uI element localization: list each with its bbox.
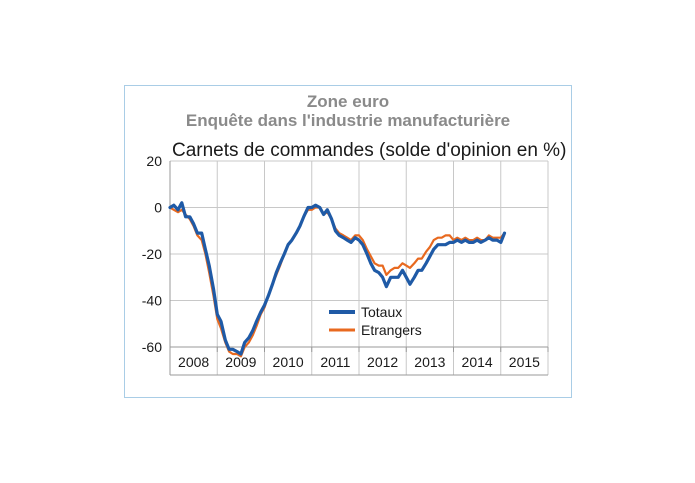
x-tick-labels: 2008 2009 2010 2011 2012 2013 2014 2015: [178, 354, 540, 370]
y-tick-label: -60: [142, 339, 162, 355]
x-tick-label: 2013: [414, 354, 445, 370]
x-tick-label: 2010: [273, 354, 304, 370]
y-tick-labels: 20 0 -20 -40 -60: [142, 153, 162, 355]
y-tick-label: -20: [142, 246, 162, 262]
x-tick-label: 2011: [320, 354, 350, 370]
series-lines: [168, 201, 507, 358]
legend-label-totaux: Totaux: [361, 304, 402, 320]
y-tick-label: 20: [146, 153, 162, 169]
chart-title-line2: Enquête dans l'industrie manufacturière: [185, 111, 511, 130]
legend: Totaux Etrangers: [329, 304, 422, 338]
x-tick-label: 2012: [367, 354, 398, 370]
x-tick-label: 2015: [509, 354, 540, 370]
y-tick-label: 0: [154, 200, 162, 216]
x-tick-label: 2008: [178, 354, 209, 370]
series-line-etrangers: [168, 206, 506, 358]
x-tick-label: 2014: [462, 354, 493, 370]
chart-subtitle: Carnets de commandes (solde d'opinion en…: [172, 140, 567, 161]
chart-title-line1: Zone euro: [306, 92, 390, 111]
series-line-totaux: [168, 201, 507, 356]
y-tick-label: -40: [142, 293, 162, 309]
x-tick-label: 2009: [225, 354, 256, 370]
axes: [169, 161, 549, 376]
legend-label-etrangers: Etrangers: [361, 322, 422, 338]
